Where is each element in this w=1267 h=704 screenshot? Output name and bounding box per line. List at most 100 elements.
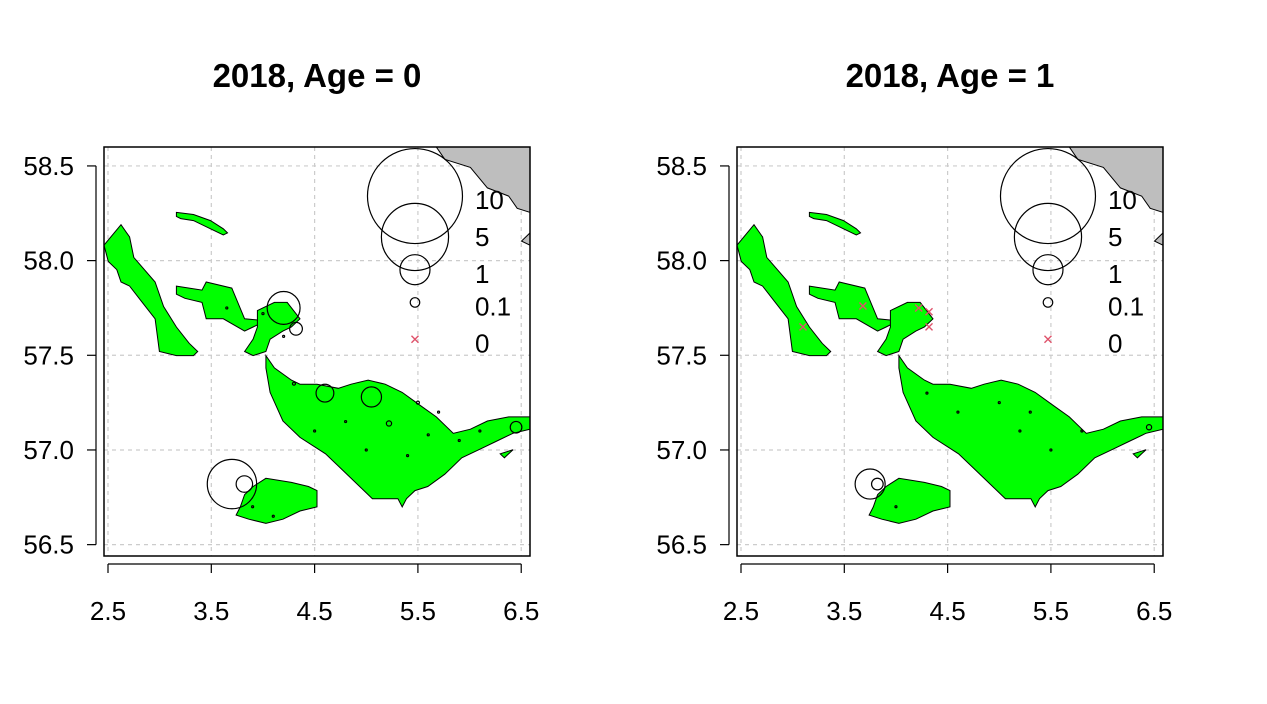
legend-label: 5: [1108, 222, 1122, 252]
catch-bubble: [509, 420, 523, 434]
sandeel-area-polygon: [104, 223, 199, 357]
x-tick-label: 4.5: [297, 596, 333, 626]
catch-bubble: [405, 454, 410, 458]
zero-catch-marker: [914, 303, 923, 312]
x-tick-label: 6.5: [503, 596, 539, 626]
catch-bubble: [385, 420, 393, 427]
catch-bubble: [956, 410, 960, 414]
legend-symbol: [380, 202, 450, 272]
legend-zero-symbol: [410, 335, 419, 344]
legend-label: 5: [475, 222, 489, 252]
catch-bubble: [206, 458, 258, 510]
catch-bubble: [870, 477, 884, 491]
y-tick-label: 58.5: [656, 151, 707, 181]
y-tick-label: 57.5: [23, 340, 74, 370]
map-panel-age-0: 2018, Age = 0 10 5 10.1 0 2.5 3.5 4.5 5.5 6.5 56.5…: [23, 57, 539, 626]
legend-label: 10: [1108, 185, 1137, 215]
sandeel-area-polygon: [265, 353, 530, 508]
x-tick-label: 3.5: [193, 596, 229, 626]
catch-bubble: [457, 438, 461, 443]
y-tick-label: 57.0: [656, 435, 707, 465]
catch-bubble: [436, 410, 441, 414]
sandeel-area-polygon: [175, 281, 268, 332]
legend: 10 5 10.1 0: [999, 147, 1144, 358]
legend-label: 0: [475, 328, 489, 358]
catch-bubble: [315, 383, 335, 403]
x-tick-label: 2.5: [723, 596, 759, 626]
legend-symbol: [409, 297, 421, 308]
sandeel-area-polygon: [235, 477, 318, 524]
sandeel-area-polygon: [1132, 449, 1147, 459]
panel-title: 2018, Age = 0: [213, 57, 422, 94]
sandeel-area-polygon: [175, 211, 229, 236]
panel-title: 2018, Age = 1: [846, 57, 1055, 94]
map-panel-age-1: 2018, Age = 1 10 5 10.1 0 2.5 3.5 4.5 5.5 6.5 56.5…: [656, 57, 1172, 626]
x-tick-label: 5.5: [400, 596, 436, 626]
catch-bubble: [1145, 424, 1153, 431]
y-tick-label: 56.5: [23, 530, 74, 560]
zero-catch-marker: [925, 322, 934, 331]
x-tick-label: 6.5: [1136, 596, 1172, 626]
plot-frame: [103, 146, 531, 557]
sandeel-area-polygon: [868, 477, 951, 524]
sandeel-area-polygon: [499, 449, 514, 459]
catch-bubble: [426, 433, 430, 437]
legend-label: 1: [475, 259, 489, 289]
x-axis: 2.5 3.5 4.5 5.5 6.5: [90, 563, 539, 626]
y-tick-label: 58.0: [656, 246, 707, 276]
catch-bubble: [251, 505, 255, 509]
legend-symbol: [1032, 254, 1064, 286]
catch-bubble: [261, 311, 265, 316]
sandeel-area-polygon: [737, 223, 832, 357]
catch-bubble: [997, 401, 1001, 405]
x-tick-label: 2.5: [90, 596, 126, 626]
catch-bubble: [266, 290, 301, 326]
catch-bubble: [1028, 410, 1032, 414]
catch-bubble: [854, 468, 886, 500]
coastline-land-fragment: [520, 232, 530, 246]
catch-bubble: [291, 381, 297, 386]
catch-bubble: [282, 334, 286, 338]
legend: 10 5 10.1 0: [366, 147, 511, 358]
catch-bubble: [364, 448, 368, 452]
legend-symbol: [1013, 202, 1083, 272]
catch-bubble: [1018, 429, 1022, 433]
x-tick-label: 3.5: [826, 596, 862, 626]
y-tick-label: 58.0: [23, 246, 74, 276]
legend-label: 0.1: [1108, 292, 1144, 322]
catch-bubble: [289, 321, 303, 336]
catch-bubble: [344, 419, 348, 424]
sandeel-area-polygon: [898, 353, 1163, 508]
y-axis: 56.5 57.0 57.5 58.0 58.5: [656, 151, 730, 560]
y-tick-label: 56.5: [656, 530, 707, 560]
zero-catch-marker: [858, 302, 867, 311]
legend-label: 1: [1108, 259, 1122, 289]
y-tick-label: 57.0: [23, 435, 74, 465]
catch-bubble: [235, 475, 254, 493]
coastline-land: [1068, 147, 1163, 213]
sandeel-area-polygon: [808, 281, 901, 332]
zero-catch-marker: [925, 307, 934, 316]
catch-bubble: [1080, 429, 1084, 433]
coastline-land: [435, 147, 530, 213]
x-axis: 2.5 3.5 4.5 5.5 6.5: [723, 563, 1172, 626]
catch-bubble: [360, 386, 383, 408]
catch-bubble: [313, 429, 317, 433]
zero-catch-marker: [798, 322, 807, 331]
legend-symbol: [999, 147, 1097, 245]
legend-symbol: [1042, 297, 1054, 308]
sandeel-area-polygon: [876, 301, 934, 357]
x-tick-label: 5.5: [1033, 596, 1069, 626]
legend-symbol: [399, 254, 431, 286]
catch-bubble: [225, 306, 229, 310]
legend-label: 10: [475, 185, 504, 215]
plot-area: [104, 147, 530, 556]
catch-bubble: [478, 429, 482, 433]
catch-bubble: [894, 505, 898, 509]
y-tick-label: 58.5: [23, 151, 74, 181]
legend-label: 0.1: [475, 292, 511, 322]
plot-area: [737, 147, 1163, 556]
catch-bubble: [925, 391, 929, 395]
legend-zero-symbol: [1043, 335, 1052, 344]
